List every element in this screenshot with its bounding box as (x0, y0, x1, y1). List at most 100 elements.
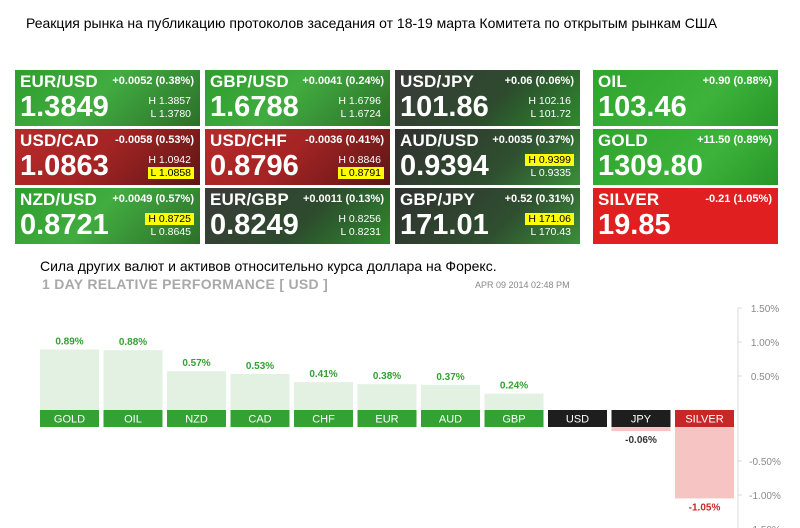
ticker-change: +0.0049 (0.57%) (112, 193, 194, 205)
value-label: 0.41% (309, 369, 337, 380)
ticker-change: +0.0011 (0.13%) (302, 193, 384, 205)
ticker-symbol: USD/CAD (20, 131, 99, 150)
ticker-price: 1.6788 (210, 91, 299, 123)
ticker-change: +0.06 (0.06%) (504, 75, 574, 87)
category-label: JPY (631, 414, 652, 426)
ticker-price: 0.8249 (210, 209, 299, 241)
ticker-symbol: GBP/JPY (400, 190, 476, 209)
ticker-change: +0.0041 (0.24%) (302, 75, 384, 87)
ticker-high: H 0.8725 (145, 213, 194, 225)
bar (611, 427, 671, 432)
ticker-usd-chf[interactable]: USD/CHF -0.0036 (0.41%) 0.8796 H 0.8846 … (205, 129, 390, 185)
ticker-symbol: GOLD (598, 131, 648, 150)
ticker-usd-cad[interactable]: USD/CAD -0.0058 (0.53%) 1.0863 H 1.0942 … (15, 129, 200, 185)
ticker-change: -0.21 (1.05%) (705, 193, 772, 205)
bar (103, 350, 163, 410)
ticker-low: L 0.8645 (150, 226, 191, 238)
ticker-oil[interactable]: OIL +0.90 (0.88%) 103.46 (593, 70, 778, 126)
y-tick-label: 1.50% (751, 304, 779, 315)
ticker-nzd-usd[interactable]: NZD/USD +0.0049 (0.57%) 0.8721 H 0.8725 … (15, 188, 200, 244)
ticker-low: L 101.72 (530, 108, 571, 120)
category-label: CAD (248, 414, 271, 426)
ticker-gold[interactable]: GOLD +11.50 (0.89%) 1309.80 (593, 129, 778, 185)
ticker-high: H 0.8846 (338, 154, 381, 166)
ticker-eur-usd[interactable]: EUR/USD +0.0052 (0.38%) 1.3849 H 1.3857 … (15, 70, 200, 126)
category-label: GBP (502, 414, 525, 426)
ticker-change: +0.90 (0.88%) (702, 75, 772, 87)
ticker-price: 1.3849 (20, 91, 109, 123)
category-label: OIL (124, 414, 142, 426)
bar (357, 384, 417, 410)
ticker-symbol: SILVER (598, 190, 660, 209)
bar (421, 384, 480, 410)
ticker-low: L 170.43 (530, 226, 571, 238)
bar (294, 382, 353, 410)
category-strip (611, 410, 671, 427)
ticker-gbp-jpy[interactable]: GBP/JPY +0.52 (0.31%) 171.01 H 171.06 L … (395, 188, 580, 244)
ticker-low: L 1.3780 (150, 108, 191, 120)
category-strip (357, 410, 417, 427)
category-label: AUD (439, 414, 462, 426)
ticker-price: 1.0863 (20, 150, 109, 182)
ticker-change: +0.0035 (0.37%) (492, 134, 574, 146)
category-strip (294, 410, 353, 427)
category-strip (484, 410, 544, 427)
ticker-high: H 1.6796 (338, 95, 381, 107)
category-label: NZD (185, 414, 208, 426)
value-label: 0.38% (373, 371, 401, 382)
ticker-usd-jpy[interactable]: USD/JPY +0.06 (0.06%) 101.86 H 102.16 L … (395, 70, 580, 126)
ticker-low: L 1.6724 (340, 108, 381, 120)
ticker-change: -0.0036 (0.41%) (305, 134, 384, 146)
value-label: 0.57% (182, 358, 210, 369)
category-label: USD (566, 414, 589, 426)
bar (40, 349, 99, 410)
category-strip (548, 410, 607, 427)
ticker-symbol: USD/JPY (400, 72, 475, 91)
ticker-price: 103.46 (598, 91, 687, 123)
section-subtitle: Сила других валют и активов относительно… (40, 258, 497, 274)
ticker-change: +0.52 (0.31%) (504, 193, 574, 205)
performance-label: 1 DAY RELATIVE PERFORMANCE [ USD ] (42, 276, 329, 292)
ticker-low: L 0.9335 (530, 167, 571, 179)
ticker-silver[interactable]: SILVER -0.21 (1.05%) 19.85 (593, 188, 778, 244)
category-strip (103, 410, 163, 427)
ticker-high: H 1.3857 (148, 95, 191, 107)
timestamp: APR 09 2014 02:48 PM (475, 280, 570, 290)
category-strip (421, 410, 480, 427)
bar (167, 371, 226, 410)
ticker-eur-gbp[interactable]: EUR/GBP +0.0011 (0.13%) 0.8249 H 0.8256 … (205, 188, 390, 244)
ticker-gbp-usd[interactable]: GBP/USD +0.0041 (0.24%) 1.6788 H 1.6796 … (205, 70, 390, 126)
category-label: EUR (375, 414, 398, 426)
bar (484, 393, 544, 410)
ticker-symbol: EUR/GBP (210, 190, 289, 209)
ticker-change: +11.50 (0.89%) (697, 134, 772, 146)
page-title: Реакция рынка на публикацию протоколов з… (26, 15, 718, 31)
ticker-low: L 0.8791 (337, 167, 384, 179)
ticker-price: 101.86 (400, 91, 489, 123)
ticker-symbol: OIL (598, 72, 627, 91)
ticker-symbol: AUD/USD (400, 131, 479, 150)
y-tick-label: -1.00% (749, 491, 781, 502)
category-label: CHF (312, 414, 335, 426)
y-tick-label: 0.50% (751, 372, 779, 383)
value-label: 0.89% (55, 336, 83, 347)
ticker-price: 171.01 (400, 209, 489, 241)
y-tick-label: 1.00% (751, 338, 779, 349)
ticker-price: 0.9394 (400, 150, 489, 182)
y-tick-label: -0.50% (749, 457, 781, 468)
category-strip (675, 410, 734, 427)
value-label: -1.05% (689, 502, 721, 513)
category-strip (40, 410, 99, 427)
ticker-high: H 171.06 (525, 213, 574, 225)
ticker-symbol: USD/CHF (210, 131, 287, 150)
ticker-high: H 102.16 (528, 95, 571, 107)
category-strip (167, 410, 226, 427)
value-label: 0.24% (500, 381, 528, 392)
bar (675, 427, 734, 499)
ticker-high: H 0.9399 (525, 154, 574, 166)
ticker-change: -0.0058 (0.53%) (115, 134, 194, 146)
ticker-low: L 0.8231 (340, 226, 381, 238)
ticker-high: H 1.0942 (148, 154, 191, 166)
ticker-aud-usd[interactable]: AUD/USD +0.0035 (0.37%) 0.9394 H 0.9399 … (395, 129, 580, 185)
category-label: SILVER (685, 414, 723, 426)
